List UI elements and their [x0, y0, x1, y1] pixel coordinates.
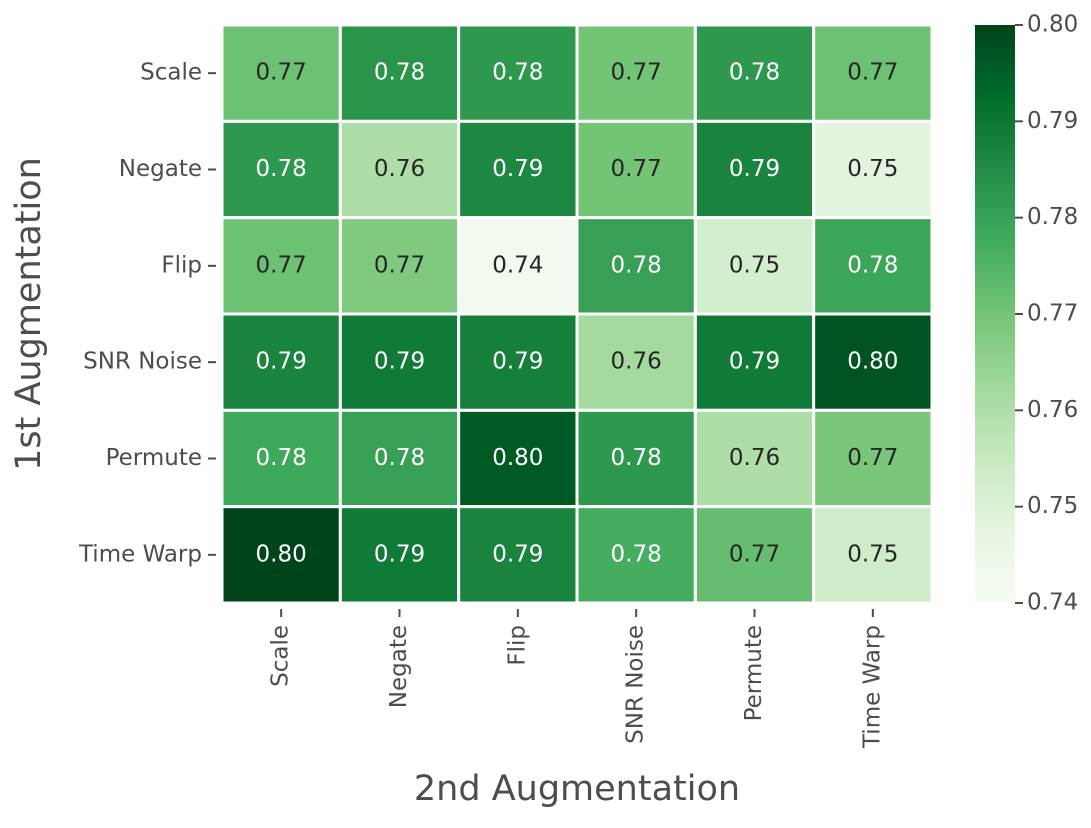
heatmap-cell — [338, 216, 461, 316]
colorbar-tick-label: 0.74 — [1027, 590, 1078, 616]
cell-label: 0.74 — [492, 252, 543, 278]
y-axis-title: 1st Augmentation — [9, 157, 49, 471]
y-tick-label: Permute — [106, 445, 202, 471]
heatmap-cell — [575, 119, 697, 220]
x-tick-label: SNR Noise — [623, 625, 649, 744]
heatmap-cell — [338, 119, 461, 220]
cell-label: 0.78 — [256, 445, 307, 471]
x-tick-label: Permute — [741, 625, 767, 721]
heatmap-cell — [338, 23, 461, 123]
y-tick-label: SNR Noise — [83, 349, 202, 375]
heatmap-cell — [457, 408, 579, 509]
heatmap-cell — [812, 505, 934, 605]
y-tick-label: Negate — [119, 156, 202, 182]
heatmap-cell — [575, 505, 697, 605]
cell-label: 0.77 — [847, 445, 898, 471]
cell-label: 0.80 — [847, 349, 898, 375]
heatmap-cell — [812, 312, 934, 412]
heatmap-cell — [812, 23, 934, 123]
colorbar-gradient — [975, 25, 1015, 603]
heatmap-cell — [220, 312, 342, 412]
cell-label: 0.79 — [374, 541, 425, 567]
cell-label: 0.77 — [611, 156, 662, 182]
colorbar-tick-label: 0.75 — [1027, 493, 1078, 519]
cell-label: 0.78 — [374, 60, 425, 86]
heatmap-cell — [457, 312, 579, 412]
cell-label: 0.77 — [847, 60, 898, 86]
colorbar-tick-label: 0.79 — [1027, 108, 1078, 134]
axes: Scale Negate Flip SNR Noise Permute Time Warp… — [78, 60, 885, 749]
heatmap-cell — [812, 216, 934, 316]
cell-label: 0.76 — [374, 156, 425, 182]
cell-label: 0.79 — [492, 156, 543, 182]
cell-label: 0.75 — [847, 541, 898, 567]
cell-label: 0.75 — [847, 156, 898, 182]
cell-label: 0.77 — [729, 541, 780, 567]
cell-label: 0.77 — [256, 252, 307, 278]
heatmap-cell — [220, 23, 342, 123]
cell-label: 0.78 — [374, 445, 425, 471]
y-tick-label: Flip — [161, 252, 202, 278]
cell-label: 0.76 — [729, 445, 780, 471]
cell-label: 0.79 — [492, 349, 543, 375]
cell-label: 0.75 — [729, 252, 780, 278]
heatmap-cell — [693, 216, 816, 316]
x-tick-label: Scale — [268, 625, 294, 687]
colorbar-tick-label: 0.77 — [1027, 301, 1078, 327]
colorbar: 0.74 0.75 0.76 0.77 0.78 0.79 0.80 — [975, 12, 1078, 616]
x-tick-label: Time Warp — [859, 625, 885, 749]
colorbar-tick-label: 0.80 — [1027, 12, 1078, 38]
x-axis-title: 2nd Augmentation — [414, 769, 740, 809]
x-tick-label: Flip — [504, 625, 530, 666]
cell-label: 0.78 — [492, 60, 543, 86]
cell-label: 0.79 — [729, 349, 780, 375]
heatmap-cell — [220, 505, 342, 605]
cell-label: 0.78 — [729, 60, 780, 86]
heatmap-cell — [575, 216, 697, 316]
heatmap-cell — [693, 505, 816, 605]
y-tick-label: Scale — [140, 60, 202, 86]
cell-label: 0.77 — [611, 60, 662, 86]
cell-label: 0.78 — [847, 252, 898, 278]
colorbar-tick-label: 0.78 — [1027, 204, 1078, 230]
cell-label: 0.76 — [611, 349, 662, 375]
heatmap-cell — [693, 408, 816, 509]
heatmap-cell — [693, 312, 816, 412]
cell-label: 0.78 — [611, 445, 662, 471]
heatmap-cells: 0.77 0.78 0.78 0.77 0.78 0.77 0.78 0.76 0.79 0.77… — [220, 23, 934, 605]
cell-label: 0.80 — [492, 445, 543, 471]
y-tick-label: Time Warp — [78, 541, 202, 567]
heatmap-cell — [338, 312, 461, 412]
cell-label: 0.78 — [611, 252, 662, 278]
cell-label: 0.77 — [256, 60, 307, 86]
colorbar-tick-label: 0.76 — [1027, 397, 1078, 423]
cell-label: 0.77 — [374, 252, 425, 278]
heatmap-cell — [812, 408, 934, 509]
cell-label: 0.79 — [492, 541, 543, 567]
heatmap-cell — [575, 312, 697, 412]
cell-label: 0.79 — [729, 156, 780, 182]
heatmap-cell — [575, 408, 697, 509]
cell-label: 0.79 — [374, 349, 425, 375]
cell-label: 0.79 — [256, 349, 307, 375]
cell-label: 0.80 — [256, 541, 307, 567]
cell-label: 0.78 — [256, 156, 307, 182]
heatmap-cell — [812, 119, 934, 220]
x-tick-label: Negate — [386, 625, 412, 708]
cell-label: 0.78 — [611, 541, 662, 567]
